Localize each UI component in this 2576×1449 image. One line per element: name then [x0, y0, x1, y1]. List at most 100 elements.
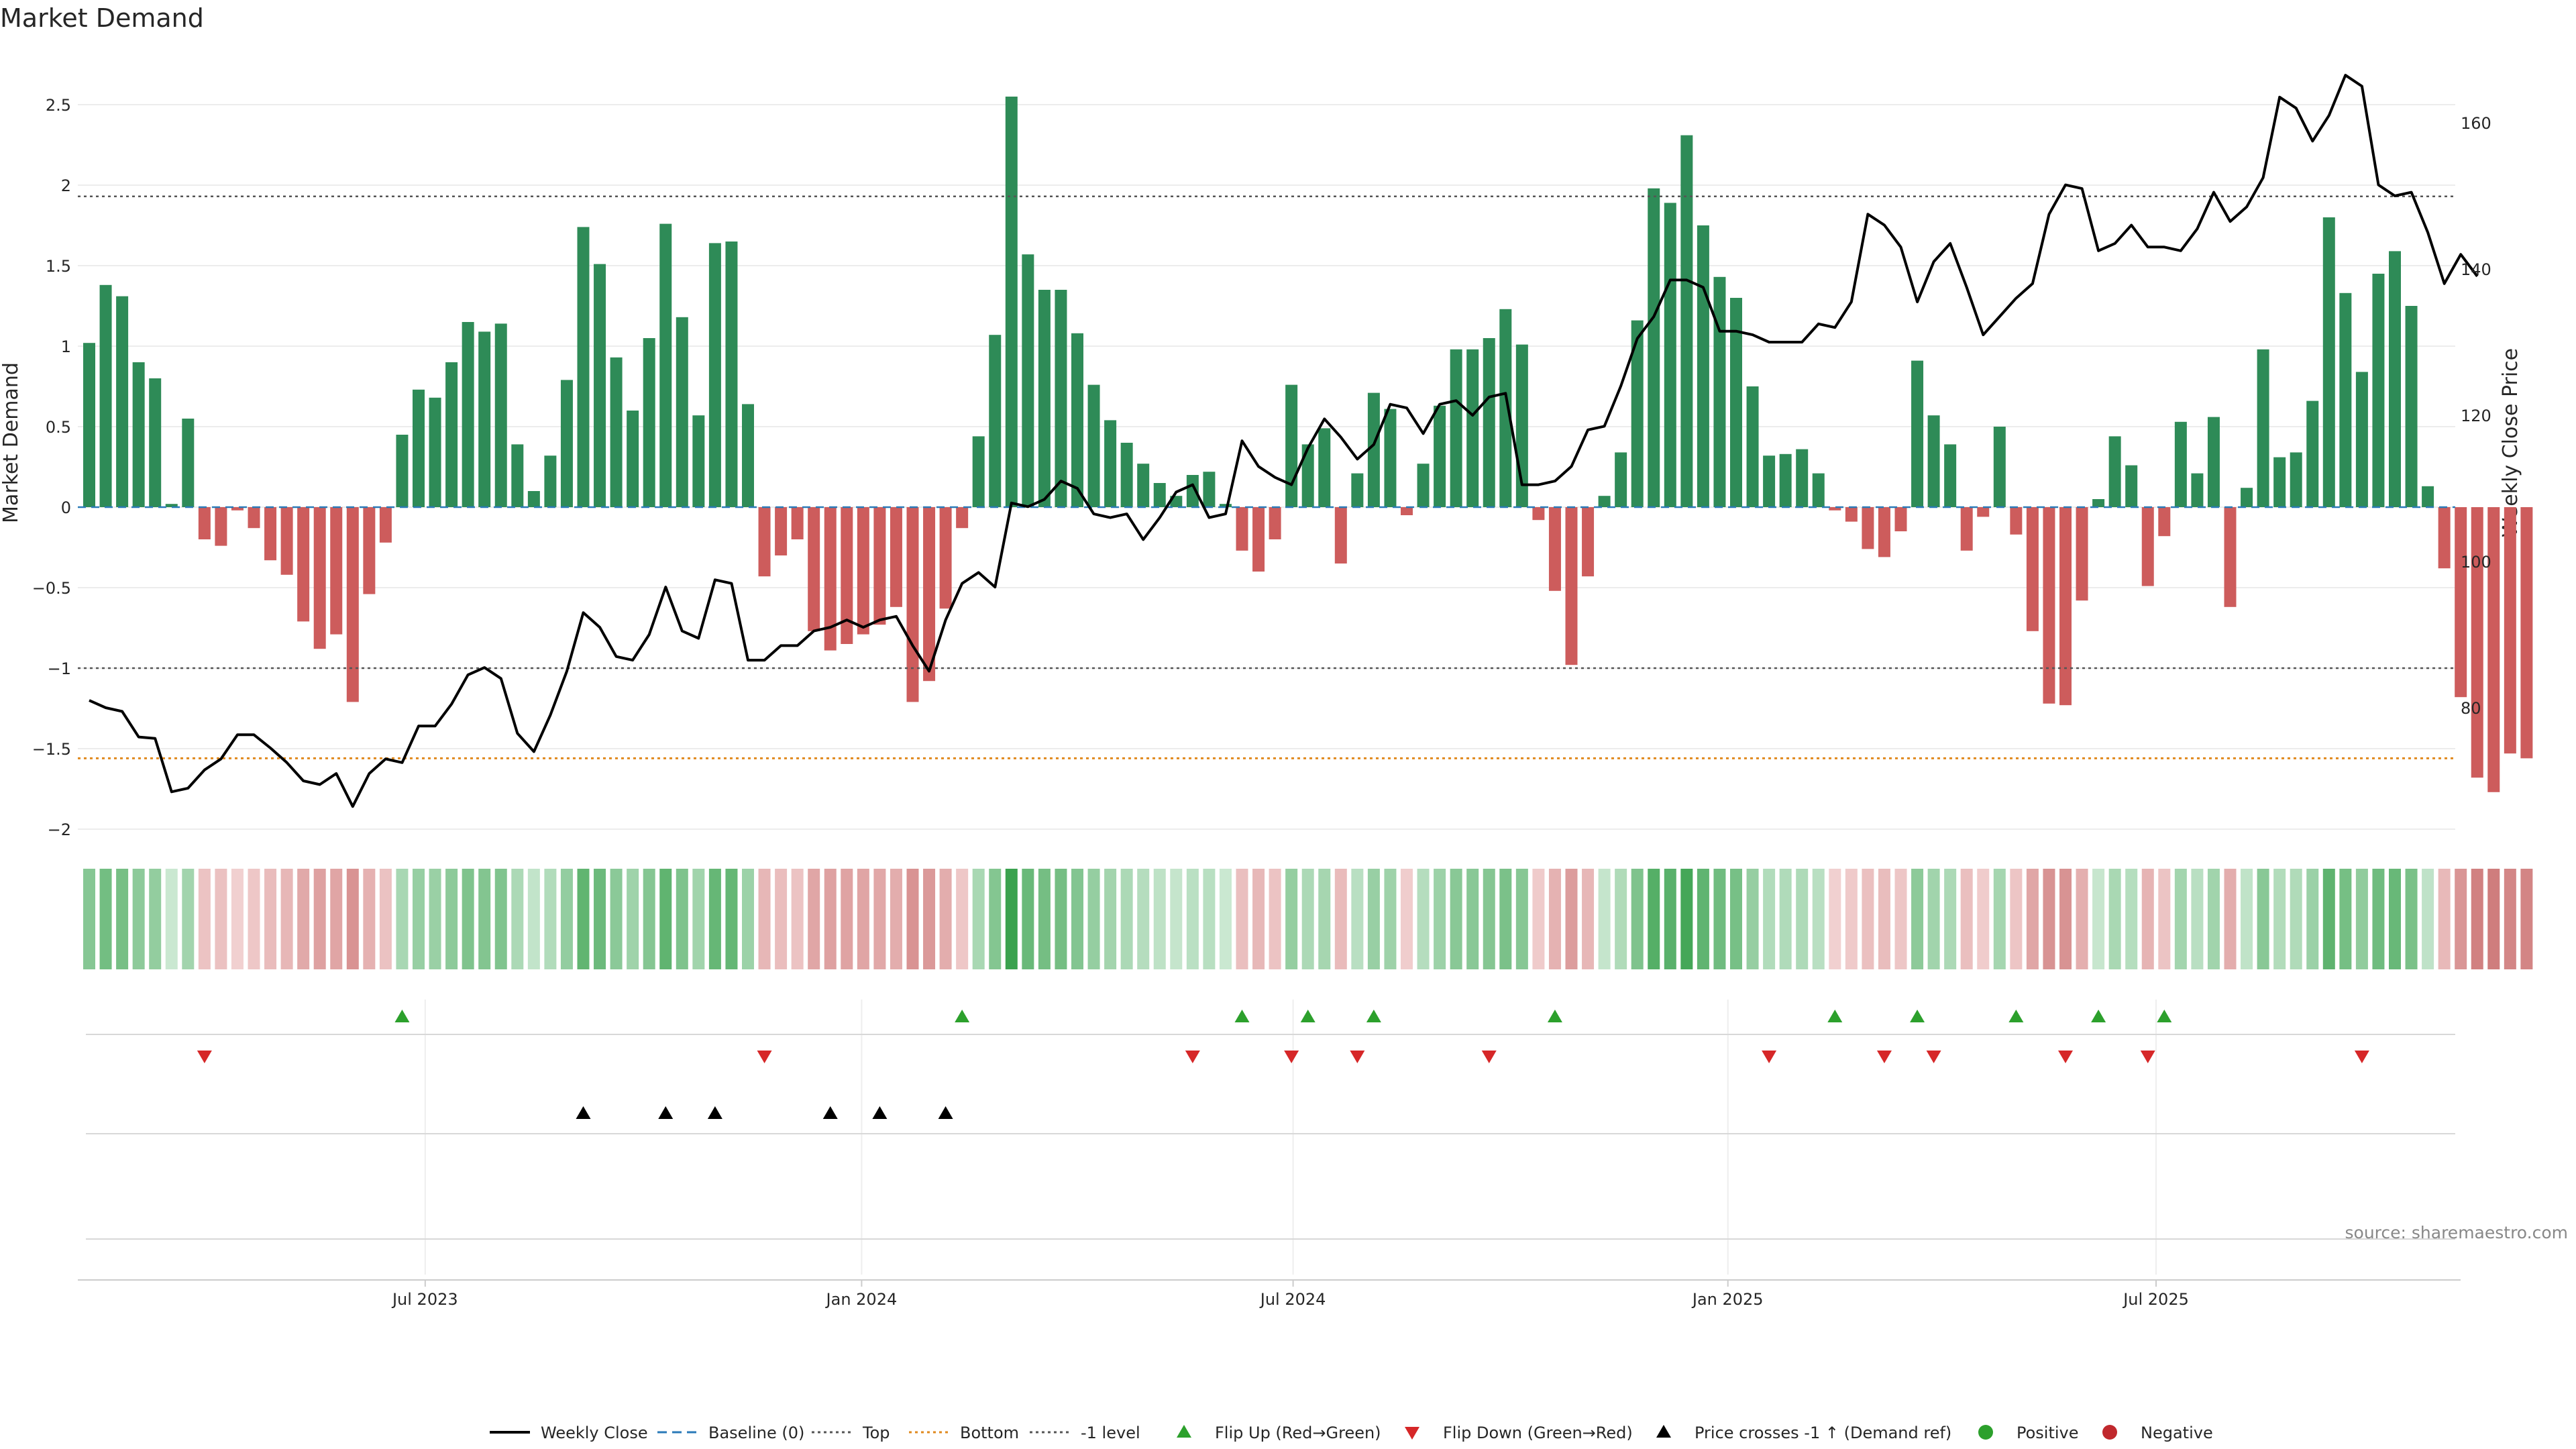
- demand-bar: [1680, 135, 1693, 508]
- heat-cell: [1301, 869, 1314, 969]
- legend: Weekly Close Baseline (0) Top Bottom -1 leve…: [490, 1424, 2213, 1442]
- heat-cell: [363, 869, 376, 969]
- demand-bar: [1697, 225, 1709, 507]
- heat-cell: [1087, 869, 1100, 969]
- heat-cell: [248, 869, 260, 969]
- heat-cell: [2026, 869, 2039, 969]
- heat-cell: [560, 869, 573, 969]
- heat-cell: [1219, 869, 1232, 969]
- y-tick-label: −1.5: [32, 740, 71, 759]
- price-cross-marker: [872, 1106, 888, 1119]
- demand-bar: [83, 343, 95, 507]
- flip-up-marker: [955, 1010, 970, 1022]
- heat-cell: [462, 869, 474, 969]
- heat-cell: [659, 869, 672, 969]
- heat-cell: [1944, 869, 1957, 969]
- heat-cell: [1153, 869, 1166, 969]
- demand-bar: [841, 507, 853, 644]
- flip-up-marker: [1547, 1010, 1562, 1022]
- demand-bar: [2207, 417, 2220, 507]
- demand-bar: [264, 507, 277, 561]
- demand-bar: [2306, 400, 2319, 507]
- legend-swatch: [1177, 1425, 1191, 1438]
- heat-cell: [939, 869, 952, 969]
- demand-bar: [248, 507, 260, 529]
- legend-label: Flip Up (Red→Green): [1215, 1424, 1381, 1442]
- y2-tick-label: 160: [2461, 114, 2491, 133]
- price-cross-marker: [658, 1106, 674, 1119]
- heat-cell: [2108, 869, 2121, 969]
- demand-bar: [1022, 254, 1034, 507]
- demand-bar: [2520, 507, 2533, 759]
- demand-bar: [2355, 372, 2368, 507]
- demand-bar: [1499, 309, 1512, 507]
- demand-bar: [2322, 217, 2335, 507]
- demand-bar: [956, 507, 969, 529]
- heat-cell: [1829, 869, 1841, 969]
- heat-cell: [280, 869, 293, 969]
- flip-up-marker: [1234, 1010, 1250, 1022]
- heat-cell: [2504, 869, 2516, 969]
- heat-cell: [791, 869, 804, 969]
- legend-label: Flip Down (Green→Red): [1443, 1424, 1633, 1442]
- legend-label: Bottom: [960, 1424, 1019, 1442]
- y-tick-label: 0: [61, 498, 71, 517]
- demand-bar: [2487, 507, 2500, 792]
- demand-bar: [2125, 465, 2138, 507]
- heat-cell: [594, 869, 606, 969]
- heat-cell: [758, 869, 771, 969]
- demand-bar: [659, 223, 672, 507]
- demand-bar: [708, 243, 721, 507]
- demand-bar: [116, 296, 129, 507]
- flip-down-marker: [1284, 1051, 1299, 1063]
- demand-bar: [1450, 349, 1462, 507]
- legend-swatch: [2102, 1425, 2117, 1440]
- legend-label: Negative: [2141, 1424, 2213, 1442]
- heat-cell: [989, 869, 1002, 969]
- heat-cell: [99, 869, 112, 969]
- x-ticks: Jul 2023 Jan 2024 Jul 2024 Jan 2025 Jul 2025: [391, 1280, 2189, 1309]
- demand-bar: [149, 378, 162, 507]
- demand-bar: [627, 411, 639, 507]
- price-cross-marker: [576, 1106, 591, 1119]
- heat-cell: [1137, 869, 1150, 969]
- heat-cell: [1186, 869, 1199, 969]
- demand-bar: [1944, 444, 1957, 507]
- demand-bar: [2141, 507, 2154, 586]
- demand-bar: [1796, 449, 1809, 507]
- demand-bar: [791, 507, 804, 539]
- heat-cell: [2290, 869, 2302, 969]
- demand-bar: [1417, 464, 1430, 507]
- demand-bar: [2372, 274, 2385, 507]
- demand-bar: [1104, 420, 1117, 507]
- legend-label: Weekly Close: [541, 1424, 648, 1442]
- heat-cell: [692, 869, 705, 969]
- demand-bar: [808, 507, 820, 631]
- heat-cell: [2141, 869, 2154, 969]
- flip-up-marker: [2008, 1010, 2024, 1022]
- heat-cell: [1022, 869, 1034, 969]
- demand-bar: [1648, 188, 1660, 507]
- legend-swatch: [1405, 1427, 1419, 1440]
- flip-up-marker: [1300, 1010, 1316, 1022]
- price-cross-marker: [707, 1106, 722, 1119]
- heat-cell: [2257, 869, 2269, 969]
- demand-bar: [1713, 276, 1726, 507]
- demand-bar: [413, 389, 425, 507]
- demand-bar: [2191, 473, 2204, 507]
- y-tick-label: 2: [61, 176, 71, 195]
- demand-bar: [2224, 507, 2237, 607]
- demand-bar: [2026, 507, 2039, 631]
- heat-cell: [2372, 869, 2385, 969]
- x-tick-label: Jul 2024: [1259, 1290, 1326, 1309]
- demand-bar: [1186, 475, 1199, 507]
- demand-bar: [939, 507, 952, 609]
- heat-cell: [1730, 869, 1742, 969]
- demand-bar: [379, 507, 392, 543]
- heat-cell: [2405, 869, 2418, 969]
- demand-bar: [1483, 338, 1495, 507]
- heat-cell: [1499, 869, 1512, 969]
- demand-bar: [1862, 507, 1874, 549]
- heat-cell: [330, 869, 343, 969]
- x-tick-label: Jan 2025: [1691, 1290, 1764, 1309]
